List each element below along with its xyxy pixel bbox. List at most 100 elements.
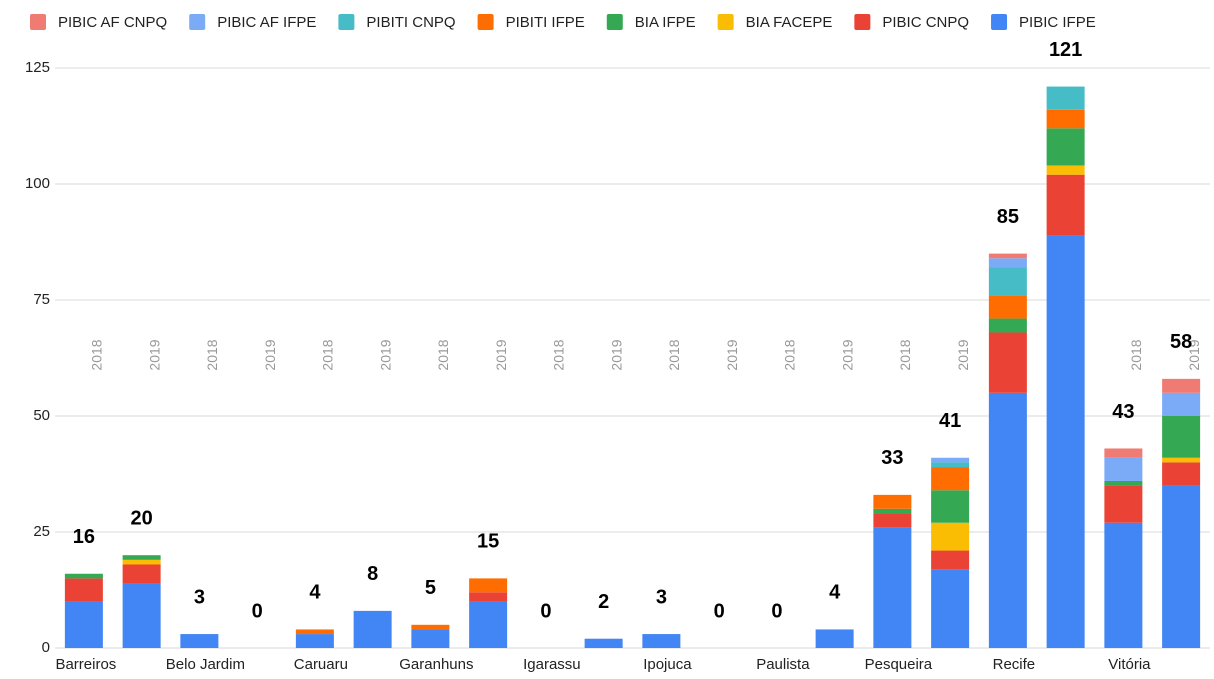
total-label: 5 <box>425 577 436 599</box>
bar-segment <box>988 258 1027 268</box>
bar-segment <box>122 583 161 648</box>
y-tick-label: 50 <box>33 407 50 424</box>
legend-swatch <box>717 14 734 30</box>
x-group-label: Igarassu <box>523 656 581 673</box>
year-label: 2018 <box>897 339 913 370</box>
bar-segment <box>1162 462 1201 486</box>
bar-segment <box>931 467 970 491</box>
bar-segment <box>1162 416 1201 458</box>
bar-segment <box>873 494 912 509</box>
legend-label: PIBIC CNPQ <box>882 14 969 31</box>
bar-segment <box>988 295 1027 319</box>
total-label: 0 <box>771 600 782 622</box>
year-label: 2018 <box>1128 339 1144 370</box>
x-group-label: Vitória <box>1108 656 1151 673</box>
bar-segment <box>122 564 161 584</box>
total-label: 15 <box>477 531 499 553</box>
year-label: 2019 <box>493 339 509 370</box>
bar-segment <box>1104 448 1143 458</box>
bar-segment <box>411 624 450 630</box>
total-label: 0 <box>252 600 263 622</box>
y-tick-label: 75 <box>33 291 50 308</box>
total-label: 2 <box>598 591 609 613</box>
bar-segment <box>815 629 854 648</box>
legend-swatch <box>854 14 871 30</box>
bar-segment <box>931 550 970 570</box>
bar-segment <box>180 634 219 648</box>
bar-segment <box>931 522 970 551</box>
year-label: 2019 <box>146 339 162 370</box>
legend-label: BIA IFPE <box>635 14 696 31</box>
total-label: 4 <box>309 582 321 604</box>
x-group-label: Pesqueira <box>865 656 933 673</box>
legend-label: PIBITI IFPE <box>506 14 585 31</box>
legend-swatch <box>338 14 355 30</box>
bar-segment <box>873 508 912 514</box>
bar-segment <box>931 569 970 648</box>
bar-segment <box>1046 235 1085 649</box>
bar-segment <box>1162 485 1201 648</box>
bar-segment <box>295 629 334 635</box>
bar-segment <box>931 462 970 468</box>
bar-segment <box>1046 174 1085 236</box>
year-label: 2019 <box>1186 339 1202 370</box>
total-label: 16 <box>73 526 95 548</box>
bar-segment <box>353 610 392 648</box>
total-label: 41 <box>939 410 961 432</box>
total-label: 20 <box>131 507 153 529</box>
bar-segment <box>122 559 161 565</box>
bar-segment <box>584 638 623 648</box>
legend-swatch <box>477 14 494 30</box>
bar-segment <box>64 573 103 579</box>
total-label: 3 <box>194 586 205 608</box>
x-group-label: Recife <box>993 656 1036 673</box>
total-label: 0 <box>540 600 551 622</box>
legend-label: PIBITI CNPQ <box>366 14 455 31</box>
year-label: 2019 <box>839 339 855 370</box>
bar-segment <box>1104 480 1143 486</box>
legend-swatch <box>991 14 1008 30</box>
bar-segment <box>1162 457 1201 463</box>
legend-swatch <box>189 14 206 30</box>
bar-segment <box>1162 392 1201 416</box>
year-label: 2019 <box>955 339 971 370</box>
year-label: 2018 <box>782 339 798 370</box>
year-label: 2019 <box>377 339 393 370</box>
total-label: 4 <box>829 582 841 604</box>
legend-label: PIBIC AF IFPE <box>217 14 316 31</box>
y-tick-label: 100 <box>25 175 50 192</box>
x-group-label: Paulista <box>756 656 810 673</box>
total-label: 3 <box>656 586 667 608</box>
bar-segment <box>64 601 103 648</box>
bar-segment <box>642 634 681 648</box>
bar-segment <box>988 318 1027 333</box>
bar-segment <box>295 634 334 648</box>
year-label: 2019 <box>608 339 624 370</box>
legend-label: PIBIC AF CNPQ <box>58 14 167 31</box>
bar-segment <box>988 253 1027 259</box>
x-group-label: Garanhuns <box>399 656 473 673</box>
legend-label: PIBIC IFPE <box>1019 14 1096 31</box>
year-label: 2018 <box>666 339 682 370</box>
total-label: 85 <box>997 206 1019 228</box>
bar-segment <box>1104 522 1143 648</box>
y-tick-label: 25 <box>33 523 50 540</box>
bar-segment <box>469 578 508 593</box>
x-group-label: Barreiros <box>55 656 116 673</box>
year-label: 2018 <box>89 339 105 370</box>
total-label: 43 <box>1112 401 1134 423</box>
total-label: 121 <box>1049 39 1082 61</box>
legend-swatch <box>606 14 623 30</box>
bar-segment <box>1046 86 1085 110</box>
x-group-label: Ipojuca <box>643 656 692 673</box>
legend-label: BIA FACEPE <box>746 14 833 31</box>
bar-segment <box>1104 485 1143 523</box>
bar-segment <box>1046 165 1085 175</box>
bar-segment <box>64 578 103 602</box>
total-label: 8 <box>367 563 378 585</box>
x-group-label: Caruaru <box>294 656 348 673</box>
bar-segment <box>988 392 1027 648</box>
year-label: 2019 <box>262 339 278 370</box>
x-group-label: Belo Jardim <box>166 656 245 673</box>
